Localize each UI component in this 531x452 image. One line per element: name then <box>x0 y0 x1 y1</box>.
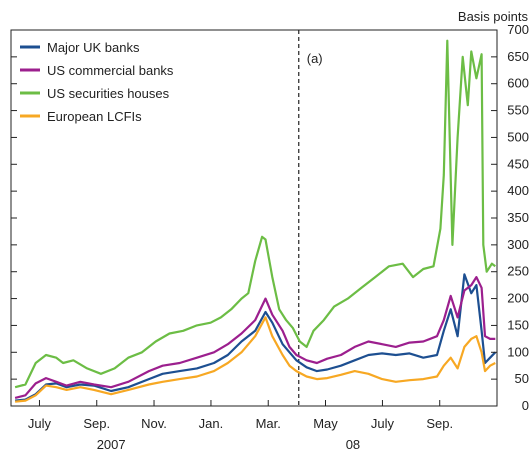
y-tick-label: 350 <box>507 210 529 225</box>
x-year-label: 2007 <box>97 437 126 452</box>
series-line-1 <box>14 273 497 402</box>
y-tick-label: 200 <box>507 291 529 306</box>
x-tick-label: Nov. <box>141 416 167 431</box>
y-axis-title: Basis points <box>458 9 529 24</box>
annotation-label: (a) <box>307 51 323 66</box>
y-tick-label: 300 <box>507 237 529 252</box>
y-tick-label: 150 <box>507 317 529 332</box>
legend-label: Major UK banks <box>47 40 140 55</box>
x-tick-label: July <box>28 416 52 431</box>
y-tick-label: 600 <box>507 76 529 91</box>
series-line-4 <box>14 316 496 403</box>
x-tick-label: July <box>371 416 395 431</box>
x-tick-label: Sep. <box>83 416 110 431</box>
y-tick-label: 450 <box>507 156 529 171</box>
y-tick-label: 400 <box>507 183 529 198</box>
y-tick-label: 0 <box>522 398 529 413</box>
legend-label: US commercial banks <box>47 63 174 78</box>
series-line-3 <box>14 39 496 389</box>
y-tick-label: 50 <box>515 371 529 386</box>
x-tick-label: Sep. <box>426 416 453 431</box>
x-tick-label: Mar. <box>256 416 281 431</box>
legend-label: European LCFIs <box>47 109 142 124</box>
x-year-label: 08 <box>346 437 360 452</box>
legend-label: US securities houses <box>47 86 170 101</box>
y-tick-label: 100 <box>507 344 529 359</box>
y-tick-label: 550 <box>507 103 529 118</box>
y-tick-label: 500 <box>507 129 529 144</box>
y-tick-label: 700 <box>507 22 529 37</box>
x-tick-label: Jan. <box>199 416 224 431</box>
x-tick-label: May <box>313 416 338 431</box>
legend: Major UK banks US commercial banks US secu… <box>20 40 174 124</box>
y-tick-label: 250 <box>507 264 529 279</box>
y-tick-label: 650 <box>507 49 529 64</box>
series-line-2 <box>14 276 496 399</box>
